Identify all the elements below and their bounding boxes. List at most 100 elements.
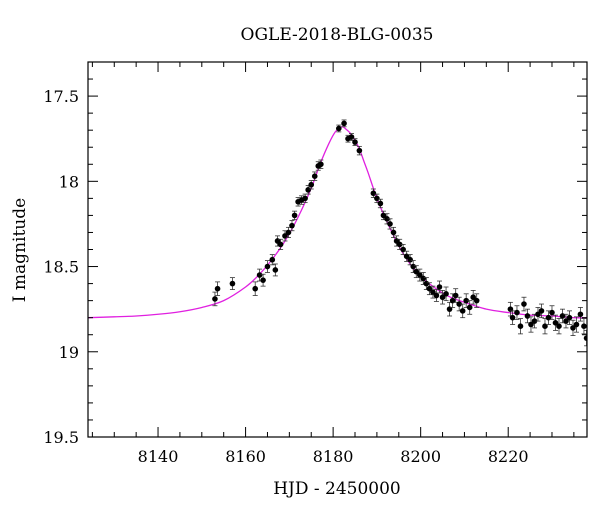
point-marker — [436, 284, 443, 290]
x-tick-label: 8160 — [225, 447, 266, 466]
data-point — [542, 318, 548, 335]
point-marker — [563, 318, 569, 324]
data-point — [439, 290, 446, 305]
point-marker — [305, 187, 311, 193]
data-point — [336, 124, 342, 133]
data-point — [466, 300, 473, 315]
data-point — [374, 193, 380, 204]
point-marker — [352, 139, 358, 145]
point-marker — [413, 268, 420, 275]
data-point — [581, 318, 587, 335]
axis-ticks — [88, 61, 587, 438]
data-point — [573, 316, 580, 333]
data-point — [446, 301, 453, 317]
data-point — [436, 280, 443, 294]
point-marker — [552, 319, 559, 326]
data-point — [473, 293, 480, 308]
point-marker — [256, 272, 263, 278]
x-tick-label: 8180 — [313, 447, 354, 466]
data-point — [352, 138, 358, 146]
point-marker — [514, 309, 520, 316]
y-tick-label: 19.5 — [43, 428, 79, 447]
y-tick-label: 17.5 — [43, 87, 79, 106]
data-point — [289, 220, 295, 232]
point-marker — [390, 229, 397, 236]
point-marker — [556, 323, 562, 330]
point-marker — [583, 335, 587, 341]
x-tick-label: 8220 — [488, 447, 529, 466]
data-point — [430, 285, 436, 299]
data-point — [433, 289, 440, 302]
point-marker — [538, 308, 545, 314]
data-point — [214, 281, 221, 296]
data-point — [377, 198, 384, 209]
point-marker — [549, 309, 555, 316]
point-marker — [463, 297, 469, 304]
point-marker — [341, 120, 347, 127]
point-marker — [311, 173, 318, 180]
data-point — [291, 210, 298, 221]
point-marker — [430, 289, 436, 295]
data-point — [308, 180, 315, 190]
data-point — [426, 282, 433, 296]
data-point — [509, 310, 516, 325]
data-point — [252, 281, 259, 296]
data-point — [459, 303, 466, 319]
data-point — [570, 319, 576, 336]
data-point — [356, 145, 363, 156]
data-point — [524, 308, 531, 324]
point-marker — [535, 311, 541, 318]
point-marker — [443, 291, 449, 297]
point-marker — [473, 297, 480, 304]
x-tick-label: 8200 — [400, 447, 441, 466]
point-marker — [308, 181, 315, 188]
data-point — [563, 313, 569, 329]
data-point — [229, 277, 236, 290]
point-marker — [517, 323, 524, 330]
point-marker — [374, 195, 380, 202]
plot-area — [88, 119, 587, 347]
data-point — [577, 307, 584, 322]
y-tick-label: 19 — [59, 343, 79, 362]
data-point — [413, 265, 420, 279]
data-point — [416, 268, 423, 282]
data-point — [521, 296, 527, 312]
data-point — [514, 305, 520, 320]
point-marker — [407, 256, 413, 263]
point-marker — [573, 321, 580, 328]
data-point — [538, 303, 545, 319]
x-axis-label: HJD - 2450000 — [273, 479, 401, 499]
data-point — [264, 260, 271, 273]
point-marker — [426, 285, 433, 292]
data-point — [528, 316, 534, 333]
point-marker — [420, 275, 427, 282]
point-marker — [459, 308, 466, 314]
data-point — [463, 293, 469, 308]
point-marker — [336, 125, 342, 132]
data-point — [410, 260, 417, 273]
point-marker — [277, 241, 284, 248]
point-marker — [269, 256, 276, 263]
data-point — [535, 307, 541, 322]
data-point — [556, 318, 562, 335]
point-marker — [272, 267, 279, 273]
point-marker — [566, 314, 573, 321]
point-marker — [433, 292, 440, 299]
data-point — [549, 305, 555, 320]
point-marker — [509, 314, 516, 321]
data-point — [423, 277, 430, 290]
point-marker — [577, 311, 584, 318]
point-marker — [410, 263, 417, 270]
point-marker — [289, 222, 295, 229]
data-point — [212, 291, 218, 307]
point-marker — [439, 294, 446, 301]
data-point — [318, 159, 324, 169]
data-point — [566, 310, 573, 325]
point-marker — [528, 321, 534, 328]
point-marker — [291, 212, 298, 219]
y-tick-label: 18 — [59, 172, 79, 191]
point-marker — [581, 323, 587, 330]
point-marker — [387, 221, 393, 227]
chart-title: OGLE-2018-BLG-0035 — [241, 25, 434, 45]
